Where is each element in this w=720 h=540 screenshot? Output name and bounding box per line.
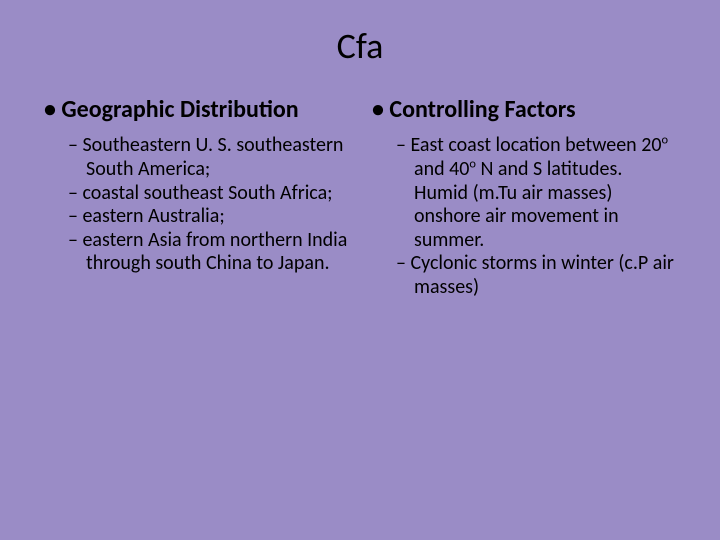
list-item: Cyclonic storms in winter (c.P air masse… bbox=[414, 252, 680, 299]
content-columns: Geographic Distribution Southeastern U. … bbox=[40, 96, 680, 512]
list-item: eastern Asia from northern India through… bbox=[86, 229, 352, 276]
list-item: Southeastern U. S. southeastern South Am… bbox=[86, 134, 352, 181]
list-item: eastern Australia; bbox=[86, 205, 352, 229]
column-left: Geographic Distribution Southeastern U. … bbox=[40, 96, 352, 512]
column-right: Controlling Factors East coast location … bbox=[368, 96, 680, 512]
slide: Cfa Geographic Distribution Southeastern… bbox=[0, 0, 720, 540]
right-heading: Controlling Factors bbox=[390, 96, 680, 124]
left-heading: Geographic Distribution bbox=[62, 96, 352, 124]
right-list: East coast location between 20o and 40o … bbox=[414, 134, 680, 299]
list-item: coastal southeast South Africa; bbox=[86, 182, 352, 206]
left-list: Southeastern U. S. southeastern South Am… bbox=[86, 134, 352, 276]
slide-title: Cfa bbox=[40, 24, 680, 68]
list-item: East coast location between 20o and 40o … bbox=[414, 134, 680, 252]
